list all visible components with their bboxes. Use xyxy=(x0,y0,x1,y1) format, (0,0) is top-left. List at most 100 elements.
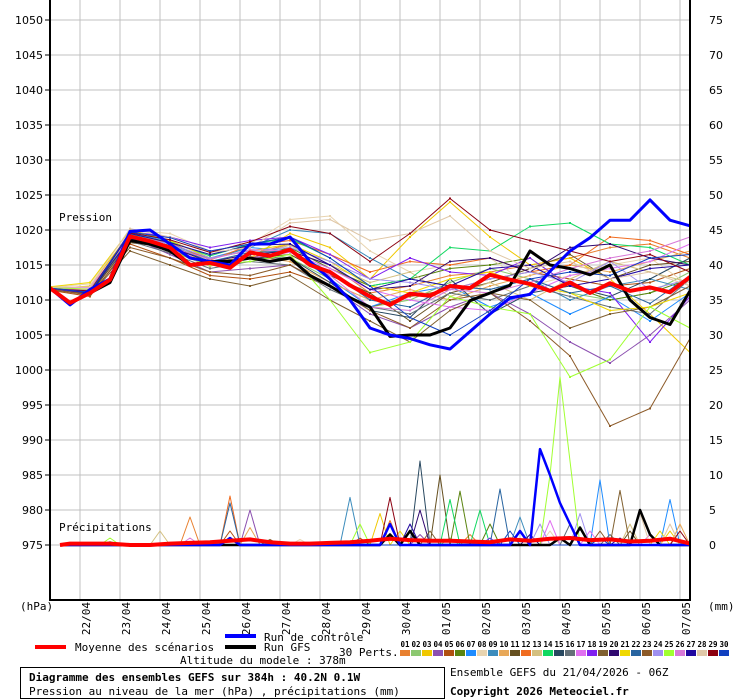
precip-tick-label: 75 xyxy=(709,14,723,27)
pert-pressure-point xyxy=(329,299,331,301)
pert-legend-swatch xyxy=(411,650,421,656)
pert-legend-number: 06 xyxy=(455,640,465,649)
pert-pressure-point xyxy=(409,306,411,308)
pert-legend-number: 15 xyxy=(554,640,563,649)
pert-pressure-point xyxy=(329,246,331,249)
pert-pressure-point xyxy=(649,334,651,336)
pert-pressure-point xyxy=(89,285,91,288)
pressure-label: Pression xyxy=(59,211,112,224)
pert-pressure-point xyxy=(649,288,651,291)
date-tick-label: 25/04 xyxy=(200,602,213,635)
pert-pressure-point xyxy=(529,271,531,273)
pert-legend-number: 12 xyxy=(521,640,530,649)
precip-tick-label: 20 xyxy=(709,399,723,412)
pert-pressure-point xyxy=(249,285,251,287)
precip-tick-label: 50 xyxy=(709,189,723,202)
pert-pressure-point xyxy=(609,299,611,301)
pert-pressure-point xyxy=(409,288,411,291)
pert-pressure-point xyxy=(489,299,491,301)
pert-pressure-point xyxy=(609,285,611,287)
pert-pressure-point xyxy=(449,299,451,301)
pert-pressure-point xyxy=(569,260,571,263)
pert-pressure-point xyxy=(569,355,571,357)
pert-pressure-point xyxy=(249,254,251,257)
pert-pressure-point xyxy=(609,358,611,361)
pert-legend-swatch xyxy=(433,650,443,656)
pert-pressure-point xyxy=(409,327,411,329)
pert-legend-number: 02 xyxy=(411,640,420,649)
pert-legend-swatch xyxy=(620,650,630,656)
pert-legend-swatch xyxy=(466,650,476,656)
pert-pressure-point xyxy=(569,264,571,266)
pert-pressure-point xyxy=(249,267,251,270)
pert-pressure-point xyxy=(449,197,451,200)
pert-legend: 01 02 03 04 05 06 07 08 09 10 11 12 13 14 15 16 17 18 19 20… xyxy=(400,640,729,656)
pressure-tick-label: 1050 xyxy=(15,14,43,27)
pert-pressure-point xyxy=(129,227,131,230)
pert-pressure-point xyxy=(209,267,211,270)
pert-pressure-point xyxy=(129,250,131,252)
pert-pressure-point xyxy=(209,274,211,277)
pert-legend-swatch xyxy=(510,650,520,656)
pert-pressure-point xyxy=(249,274,251,277)
pressure-tick-label: 1045 xyxy=(15,49,43,62)
pert-pressure-point xyxy=(289,225,291,228)
pert-pressure-point xyxy=(649,313,651,315)
pert-pressure-point xyxy=(609,425,611,427)
date-tick-label: 02/05 xyxy=(480,602,493,635)
precip-tick-label: 65 xyxy=(709,84,723,97)
pert-legend-swatch xyxy=(697,650,707,656)
pert-legend-swatch xyxy=(708,650,718,656)
pert-legend-swatch xyxy=(664,650,674,656)
pert-legend-swatch xyxy=(631,650,641,656)
pert-pressure-point xyxy=(249,248,251,251)
pert-pressure-point xyxy=(289,264,291,266)
pert-pressure-point xyxy=(529,239,531,242)
pert-legend-swatch xyxy=(686,650,696,656)
date-tick-label: 07/05 xyxy=(680,602,693,635)
pert-pressure-point xyxy=(209,253,211,256)
pert-pressure-point xyxy=(609,274,611,277)
date-axis: 22/04 23/04 24/04 25/04 26/04 27/04 28/04 29/04… xyxy=(80,602,693,635)
pert-pressure-point xyxy=(489,236,491,238)
perturbation-series xyxy=(49,197,691,546)
pert-pressure-point xyxy=(609,267,611,270)
pert-pressure-point xyxy=(649,253,651,256)
pert-pressure-point xyxy=(489,309,491,312)
pressure-tick-label: 1000 xyxy=(15,364,43,377)
pert-pressure-point xyxy=(489,250,491,252)
pert-pressure-point xyxy=(169,257,171,259)
mean-pressure-line xyxy=(48,234,692,307)
pert-pressure-point xyxy=(449,274,451,277)
pert-25-precip-line xyxy=(60,376,690,546)
pressure-tick-label: 1005 xyxy=(15,329,43,342)
date-tick-label: 29/04 xyxy=(360,602,373,635)
pert-pressure-point xyxy=(489,229,491,231)
right-unit: (mm) xyxy=(708,600,735,613)
pert-pressure-point xyxy=(409,309,411,312)
pert-pressure-point xyxy=(369,239,371,242)
pert-pressure-point xyxy=(489,257,491,259)
pert-legend-swatch xyxy=(455,650,465,656)
pressure-tick-label: 1020 xyxy=(15,224,43,237)
pert-03-pressure-line xyxy=(49,201,691,353)
pert-pressure-point xyxy=(329,232,331,235)
pert-pressure-point xyxy=(409,236,411,238)
pert-pressure-point xyxy=(449,309,451,312)
pert-pressure-point xyxy=(649,246,651,249)
altitude-label: Altitude du modele : 378m xyxy=(180,654,346,667)
pert-legend-swatch xyxy=(554,650,564,656)
pert-pressure-point xyxy=(409,313,411,315)
pressure-tick-label: 1030 xyxy=(15,154,43,167)
pert-pressure-point xyxy=(569,222,571,224)
pert-pressure-point xyxy=(409,278,411,280)
pert-pressure-point xyxy=(89,281,91,284)
legend-perts-label: 30 Perts. xyxy=(339,646,399,659)
pert-pressure-point xyxy=(329,215,331,217)
pert-pressure-point xyxy=(409,285,411,287)
pert-legend-swatch xyxy=(653,650,663,656)
pert-pressure-point xyxy=(329,288,331,291)
pert-pressure-point xyxy=(369,292,371,294)
pressure-tick-label: 1010 xyxy=(15,294,43,307)
